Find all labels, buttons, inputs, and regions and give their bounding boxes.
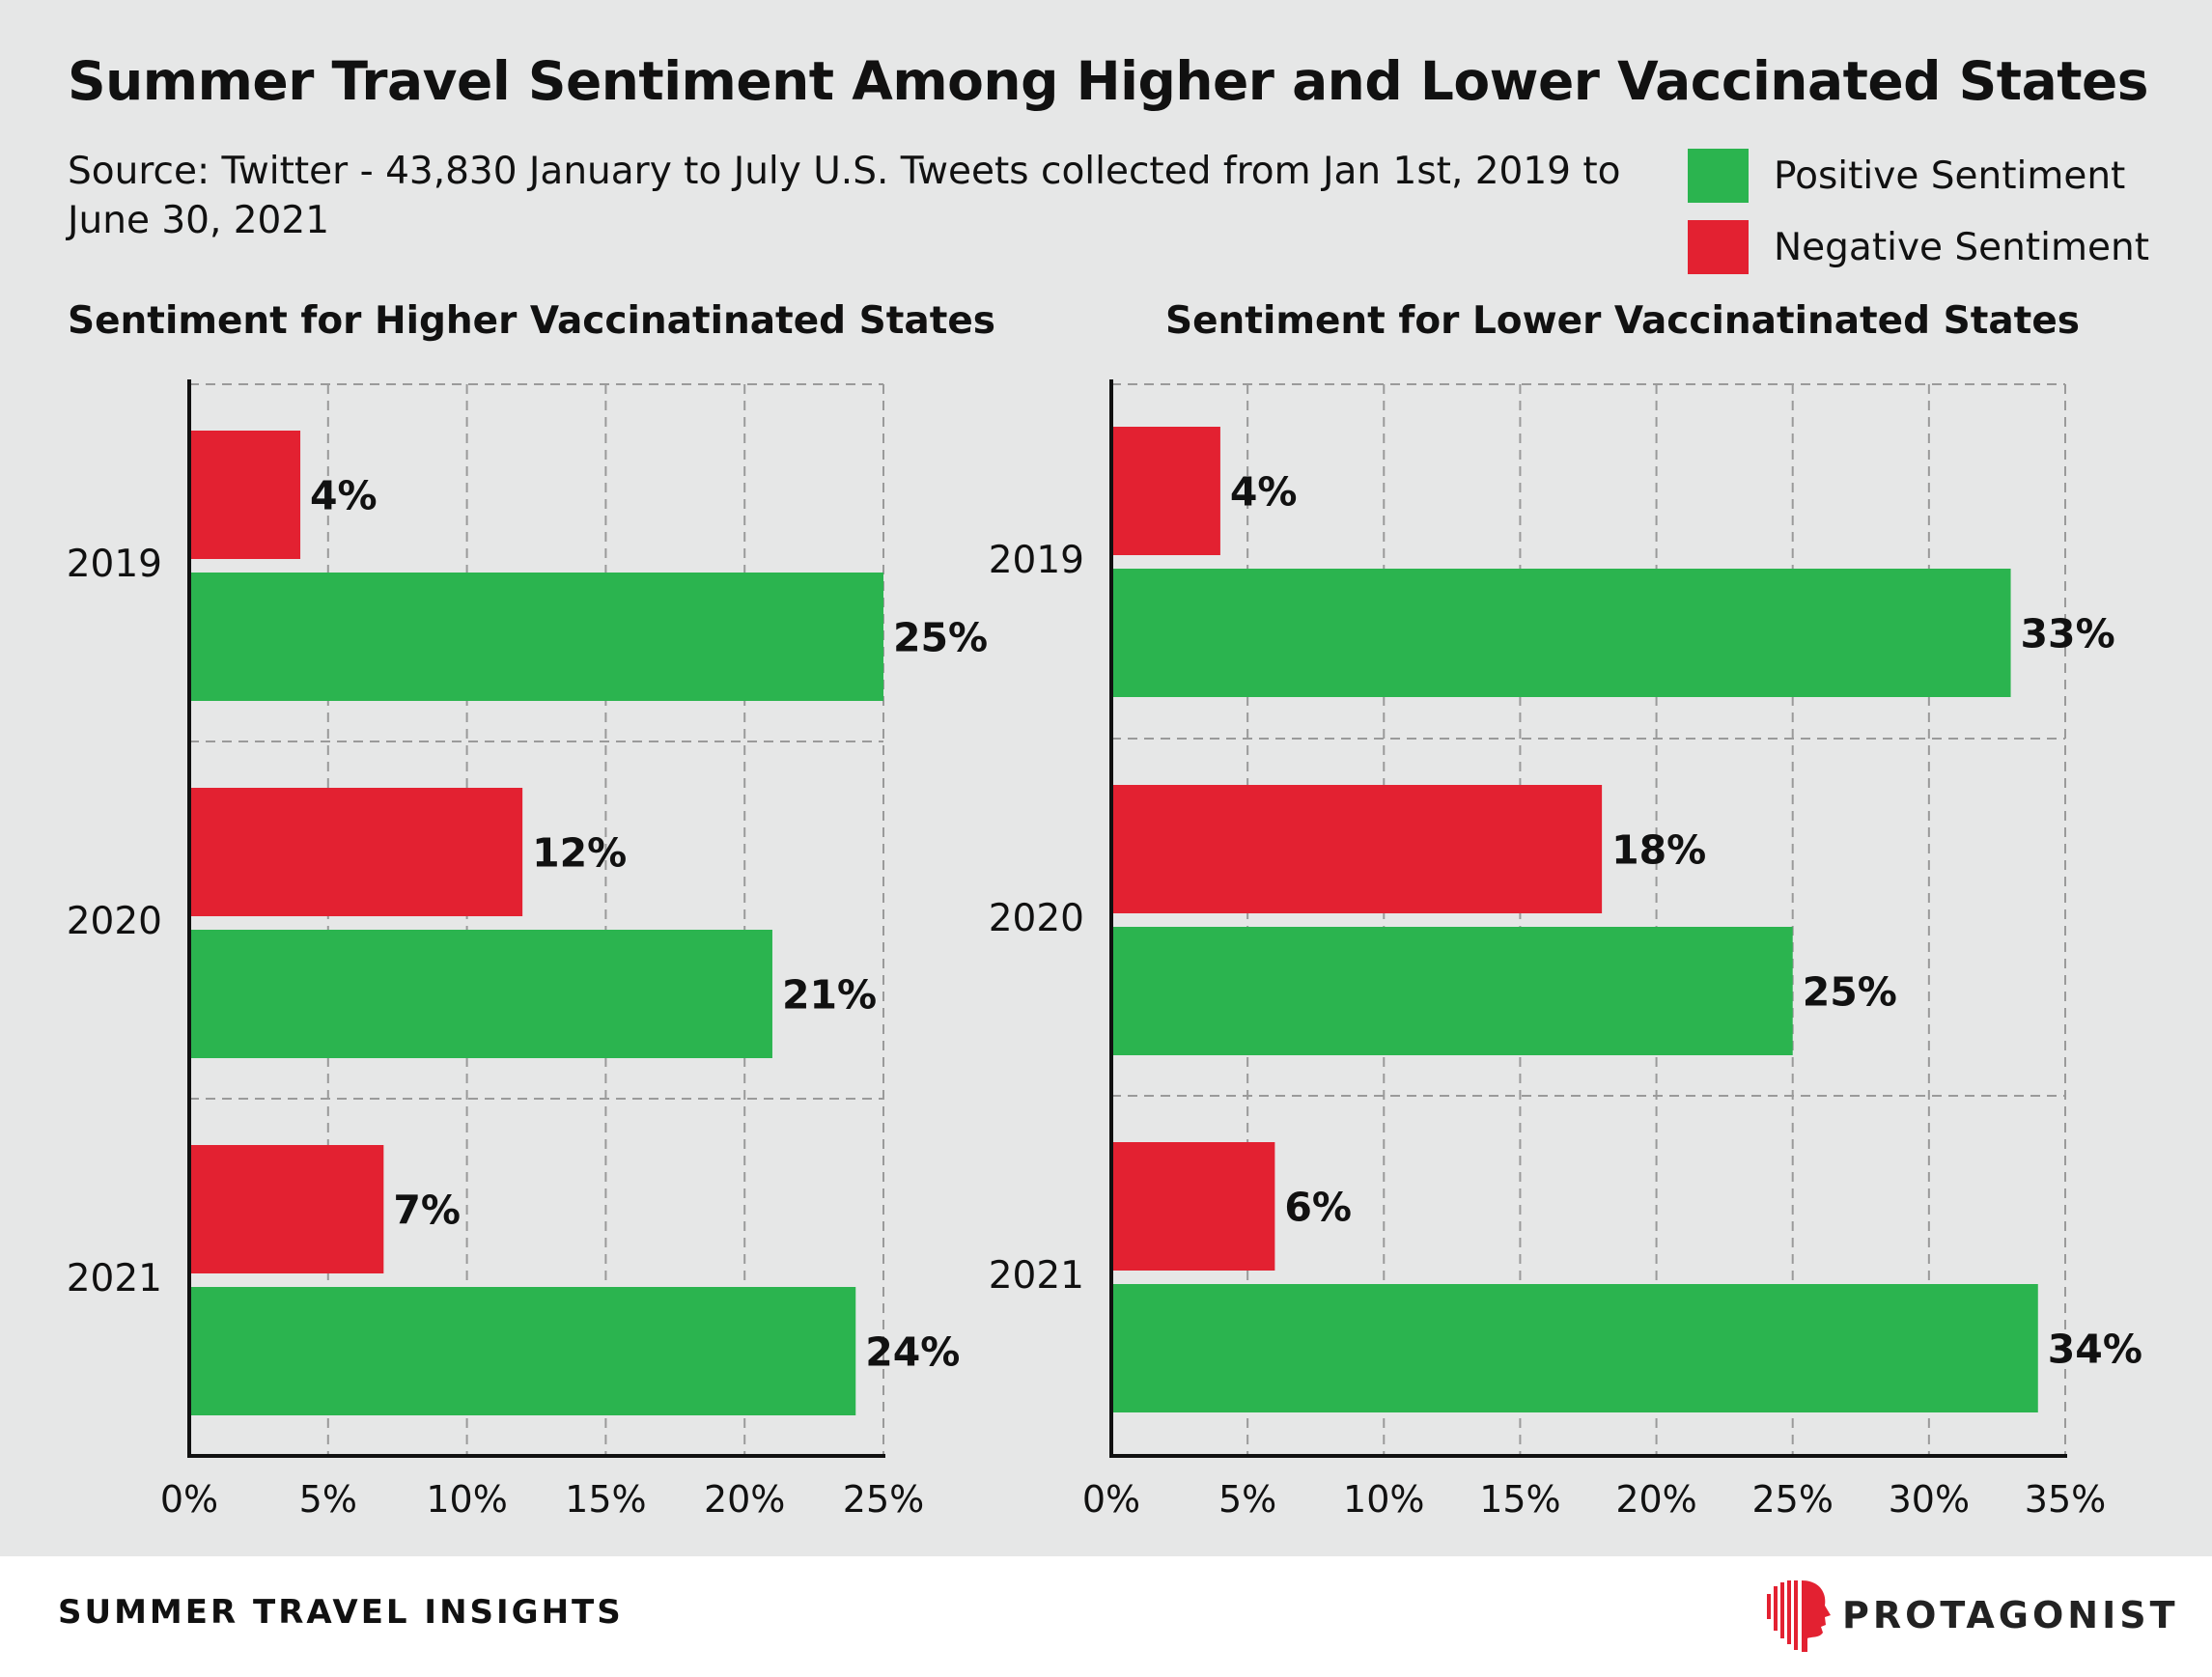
- lower-bar-2021-positive: [1111, 1284, 2038, 1412]
- higher-data-label: 21%: [782, 972, 877, 1019]
- lower-tick-label: 0%: [1082, 1478, 1140, 1521]
- higher-category-label: 2019: [67, 543, 162, 586]
- lower-bar-2021-negative: [1111, 1142, 1275, 1271]
- lower-tick-label: 20%: [1615, 1478, 1696, 1521]
- higher-data-label: 25%: [893, 615, 988, 661]
- higher-tick-label: 5%: [299, 1478, 357, 1521]
- higher-data-label: 12%: [532, 830, 627, 877]
- lower-tick-label: 30%: [1889, 1478, 1970, 1521]
- legend-positive-swatch: [1688, 149, 1749, 203]
- lower-data-label: 25%: [1803, 969, 1897, 1016]
- lower-tick-label: 25%: [1751, 1478, 1833, 1521]
- higher-tick-label: 0%: [160, 1478, 218, 1521]
- legend-positive-label: Positive Sentiment: [1774, 154, 2126, 198]
- legend-negative: Negative Sentiment: [1688, 220, 2149, 274]
- higher-data-label: 24%: [865, 1329, 960, 1376]
- higher-bar-2021-negative: [189, 1145, 384, 1273]
- chart-lower-vaccinated: 4% 33% 2019 18% 25% 2020 6% 34% 2021 0% 5% 10% 15% 20…: [989, 379, 2142, 1521]
- higher-category-label: 2021: [67, 1257, 162, 1300]
- higher-data-label: 7%: [393, 1188, 461, 1234]
- legend-negative-swatch: [1688, 220, 1749, 274]
- chart-title-lower: Sentiment for Lower Vaccinatinated State…: [1165, 299, 2080, 343]
- lower-data-label: 4%: [1230, 469, 1298, 516]
- lower-tick-label: 5%: [1218, 1478, 1276, 1521]
- higher-data-label: 4%: [310, 473, 378, 519]
- lower-category-label: 2019: [989, 539, 1084, 582]
- lower-data-label: 18%: [1611, 827, 1706, 874]
- lower-bar-2019-positive: [1111, 569, 2011, 697]
- lower-data-label: 33%: [2021, 611, 2115, 657]
- lower-data-label: 6%: [1284, 1185, 1352, 1231]
- higher-category-label: 2020: [67, 900, 162, 943]
- brand-name: PROTAGONIST: [1842, 1594, 2179, 1636]
- lower-tick-label: 35%: [2025, 1478, 2106, 1521]
- higher-bar-2020-negative: [189, 788, 523, 916]
- chart-title-higher: Sentiment for Higher Vaccinatinated Stat…: [68, 299, 996, 343]
- legend-positive: Positive Sentiment: [1688, 149, 2125, 203]
- chart-higher-vaccinated: 4% 25% 2019 12% 21% 2020 7% 24% 2021 0% 5% 10% 15% 20…: [67, 379, 988, 1521]
- higher-tick-label: 20%: [704, 1478, 785, 1521]
- higher-bar-2021-positive: [189, 1287, 856, 1415]
- lower-category-label: 2020: [989, 897, 1084, 940]
- higher-bar-2020-positive: [189, 930, 772, 1058]
- lower-bar-2020-negative: [1111, 785, 1603, 913]
- brand: PROTAGONIST: [1763, 1577, 2179, 1654]
- lower-bar-2019-negative: [1111, 427, 1220, 555]
- higher-tick-label: 15%: [565, 1478, 646, 1521]
- higher-tick-label: 10%: [426, 1478, 507, 1521]
- lower-bar-2020-positive: [1111, 927, 1793, 1055]
- higher-bar-2019-positive: [189, 573, 883, 701]
- lower-tick-label: 15%: [1479, 1478, 1560, 1521]
- higher-bar-2019-negative: [189, 431, 301, 559]
- page-title: Summer Travel Sentiment Among Higher and…: [68, 50, 2149, 112]
- lower-tick-label: 10%: [1343, 1478, 1424, 1521]
- source-note: Source: Twitter - 43,830 January to July…: [68, 150, 1621, 242]
- legend-negative-label: Negative Sentiment: [1774, 225, 2150, 269]
- footer-section-label: SUMMER TRAVEL INSIGHTS: [58, 1593, 624, 1632]
- higher-tick-label: 25%: [843, 1478, 924, 1521]
- lower-category-label: 2021: [989, 1254, 1084, 1298]
- lower-data-label: 34%: [2048, 1327, 2142, 1373]
- profile-head-logo-icon: [1767, 1580, 1831, 1652]
